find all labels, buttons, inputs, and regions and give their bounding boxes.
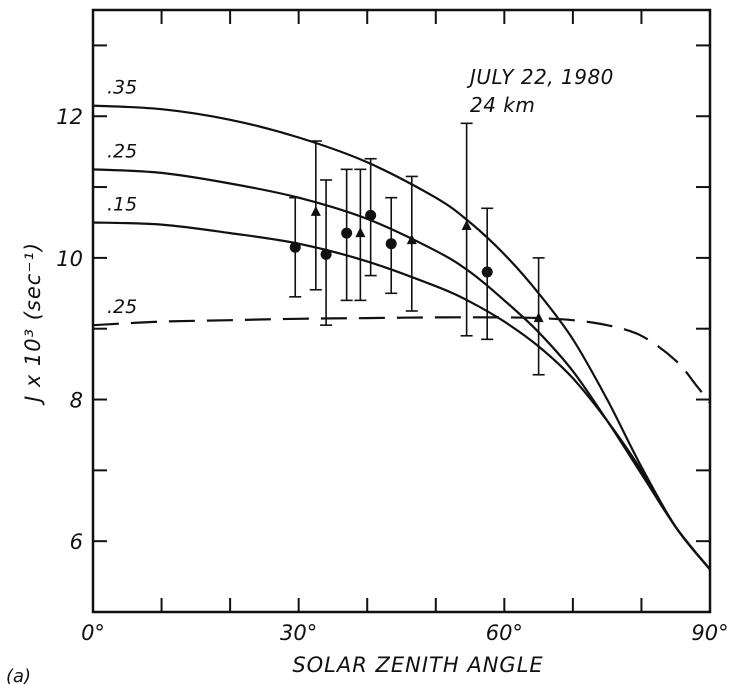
plot-frame (91, 8, 712, 614)
y-tick-label: 8 (70, 389, 83, 413)
curve-label: .25 (107, 140, 137, 162)
curve-p15 (92, 221, 711, 571)
observations (289, 122, 545, 376)
triangle-marker (310, 205, 321, 216)
x-tick-label: 60° (486, 621, 523, 645)
curve-p25 (92, 168, 711, 571)
axis-ticks (92, 10, 711, 612)
annotation-date: JULY 22, 1980 (466, 65, 614, 89)
observation-point (309, 140, 322, 291)
panel-label: (a) (6, 666, 31, 684)
triangle-marker (355, 227, 366, 238)
observation-point (481, 207, 494, 341)
x-tick-label: 0° (81, 621, 105, 645)
observation-point (385, 196, 398, 295)
circle-marker (320, 248, 332, 260)
curve-p35 (92, 104, 711, 571)
curve-label: .35 (107, 77, 137, 99)
observation-point (405, 175, 418, 312)
y-axis-label: J x 10³ (sec⁻¹) (21, 242, 45, 406)
circle-marker (289, 241, 301, 253)
y-tick-label: 6 (70, 530, 83, 554)
model-curves (92, 104, 711, 571)
observation-point (364, 157, 377, 277)
chart-text: J x 10³ (sec⁻¹) SOLAR ZENITH ANGLE (a) J… (6, 65, 729, 684)
curve-label: .25 (107, 296, 137, 318)
curve-dashed-p25 (92, 316, 711, 404)
x-axis-label: SOLAR ZENITH ANGLE (292, 653, 543, 677)
y-tick-label: 10 (56, 247, 83, 271)
circle-marker (365, 209, 377, 221)
circle-marker (481, 266, 493, 278)
plot-border (91, 8, 712, 614)
observation-point (340, 168, 353, 302)
observation-point (320, 179, 333, 326)
triangle-marker (406, 234, 417, 245)
observation-point (532, 257, 545, 376)
observation-point (289, 196, 302, 298)
y-tick-label: 12 (56, 105, 83, 129)
circle-marker (385, 238, 397, 250)
observation-point (354, 168, 367, 302)
x-tick-label: 30° (280, 621, 317, 645)
triangle-marker (461, 220, 472, 231)
annotation-altitude: 24 km (470, 93, 535, 117)
curve-label: .15 (107, 193, 137, 215)
x-tick-label: 90° (691, 621, 728, 645)
observation-point (460, 122, 473, 337)
triangle-marker (533, 312, 544, 323)
circle-marker (341, 227, 353, 239)
